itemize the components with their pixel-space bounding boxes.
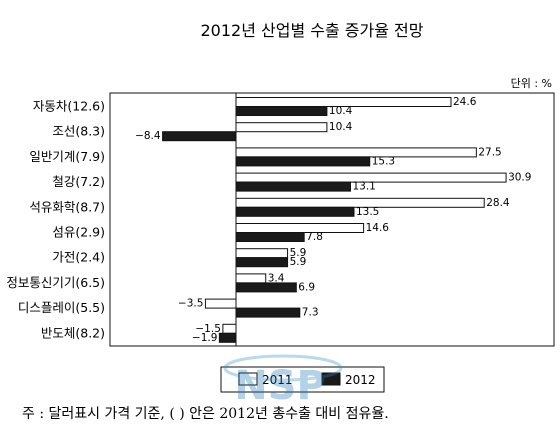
bar-2011-디스플레이 (204, 298, 237, 309)
bar-2011-섬유 (235, 223, 365, 233)
watermark-logo: NSP (234, 363, 326, 409)
data-label-2012-반도체: −1.9 (192, 332, 218, 344)
bar-2012-반도체 (218, 332, 237, 343)
bar-2012-철강 (235, 181, 351, 192)
data-label-2011-조선: 10.4 (329, 121, 353, 133)
category-label: 섬유(2.9) (52, 225, 105, 240)
category-label: 석유화학(8.7) (29, 199, 105, 214)
bars-layer: 24.6 10.4 10.4 −8.4 27.5 15.3 30.9 13.1 28.4 13.5… (135, 96, 531, 344)
category-label: 반도체(8.2) (41, 325, 105, 340)
data-label-2012-가전: 5.9 (290, 256, 307, 268)
category-labels: 자동차(12.6) 조선(8.3) 일반기계(7.9) 철강(7.2) 석유화학(8.7… (6, 99, 105, 341)
legend-label-2012: 2012 (345, 373, 376, 387)
data-label-2012-정보통신기기: 6.9 (298, 281, 315, 293)
category-label: 디스플레이(5.5) (18, 300, 105, 315)
legend-label-2011: 2011 (262, 373, 293, 387)
bar-2011-반도체 (222, 323, 237, 334)
data-label-2011-철강: 30.9 (508, 172, 531, 184)
data-label-2011-섬유: 14.6 (366, 222, 390, 234)
data-label-2012-디스플레이: 7.3 (302, 307, 319, 319)
bar-2012-정보통신기기 (235, 282, 297, 293)
bar-2011-조선 (235, 122, 328, 133)
bar-2011-정보통신기기 (235, 273, 267, 284)
data-label-2011-석유화학: 28.4 (486, 197, 510, 209)
bar-2012-자동차 (235, 106, 328, 116)
watermark: NSP (223, 354, 343, 409)
category-label: 가전(2.4) (52, 250, 105, 265)
bar-2012-조선 (162, 131, 237, 142)
bar-2012-디스플레이 (235, 307, 301, 318)
data-label-2011-디스플레이: −3.5 (178, 298, 204, 310)
category-label: 정보통신기기(6.5) (6, 275, 105, 290)
data-label-2011-일반기계: 27.5 (478, 146, 501, 158)
data-label-2011-반도체: −1.5 (195, 323, 221, 335)
legend-swatch-2011 (238, 372, 258, 386)
category-label: 자동차(12.6) (33, 99, 105, 114)
bar-2011-가전 (235, 248, 289, 259)
footnote: 주 : 달러표시 가격 기준, ( ) 안은 2012년 총수출 대비 점유율. (22, 406, 389, 422)
data-label-2011-정보통신기기: 3.4 (268, 272, 285, 284)
data-label-2011-자동차: 24.6 (453, 96, 477, 108)
bar-2012-가전 (235, 257, 289, 268)
bar-2012-섬유 (235, 232, 305, 242)
bar-2011-일반기계 (235, 147, 477, 158)
data-label-2012-철강: 13.1 (352, 181, 375, 193)
data-label-2012-섬유: 7.8 (306, 231, 323, 243)
category-label: 조선(8.3) (52, 124, 105, 139)
bar-2012-일반기계 (235, 156, 371, 167)
category-label: 일반기계(7.9) (29, 149, 105, 164)
category-label: 철강(7.2) (52, 174, 105, 189)
legend-swatch-2012 (321, 372, 341, 386)
plot-area (109, 92, 555, 347)
data-label-2012-자동차: 10.4 (329, 105, 353, 117)
watermark-swoosh (223, 354, 343, 382)
data-label-2012-조선: −8.4 (135, 130, 161, 142)
chart-title: 2012년 산업별 수출 증가율 전망 (201, 21, 424, 40)
bar-2012-석유화학 (235, 206, 355, 217)
unit-label: 단위 : % (511, 77, 552, 90)
data-label-2011-가전: 5.9 (290, 247, 307, 259)
legend: 2011 2012 (220, 366, 385, 393)
data-label-2012-일반기계: 15.3 (372, 155, 395, 167)
data-label-2012-석유화학: 13.5 (356, 206, 379, 218)
